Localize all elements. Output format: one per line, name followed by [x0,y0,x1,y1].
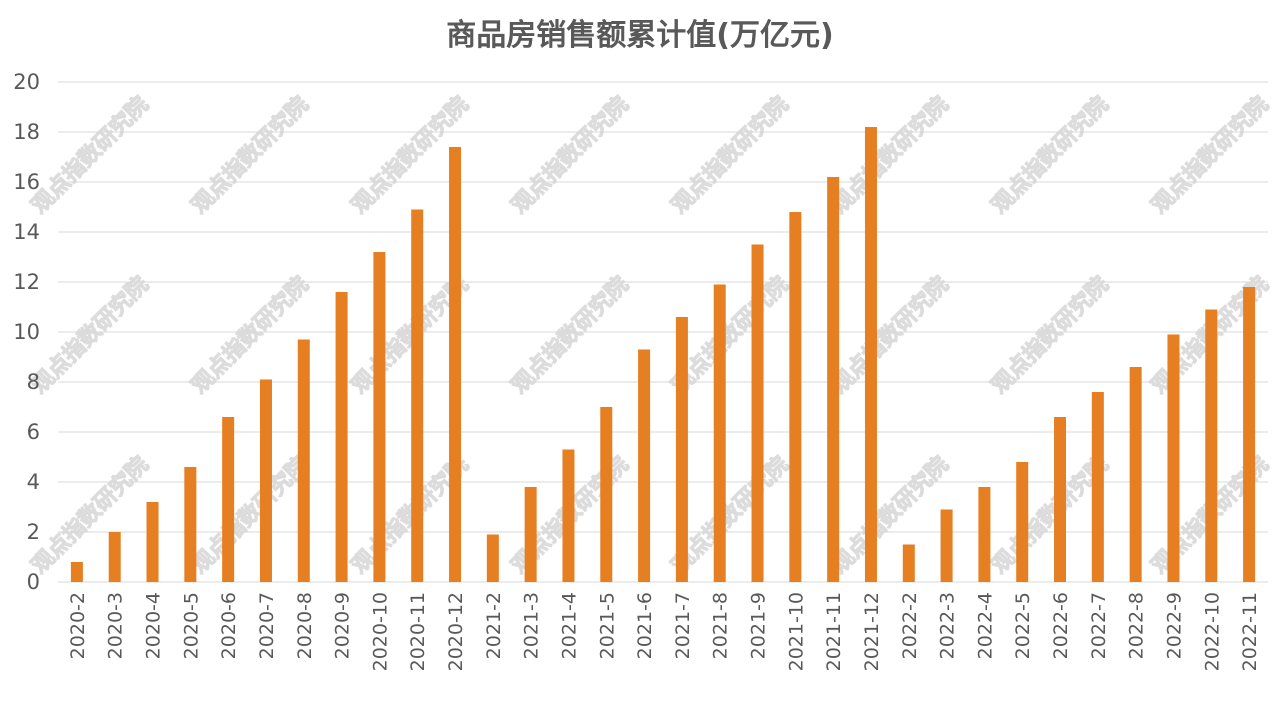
bar-2021-5 [600,407,613,582]
x-tick-label: 2022-6 [1050,592,1072,659]
x-tick-label: 2021-4 [558,592,580,659]
x-tick-label: 2020-7 [256,592,278,659]
x-tick-label: 2022-11 [1239,592,1261,671]
watermark-text: 观点指数研究院 [986,271,1113,398]
bar-2022-3 [940,509,953,582]
x-tick-label: 2021-11 [823,592,845,671]
bars [70,127,1256,582]
bar-2021-12 [864,127,877,582]
watermark-text: 观点指数研究院 [506,271,633,398]
x-tick-label: 2021-7 [672,592,694,659]
gridlines [58,81,1268,583]
bar-2021-7 [675,317,688,582]
x-tick-label: 2022-10 [1201,592,1223,671]
bar-2021-3 [524,487,537,582]
x-tick-label: 2022-8 [1126,592,1148,659]
x-tick-label: 2021-8 [710,592,732,659]
watermark-text: 观点指数研究院 [506,91,633,218]
y-tick-label: 10 [13,320,40,344]
bar-2022-11 [1243,287,1256,582]
bar-2021-2 [486,534,499,582]
bar-2022-7 [1091,392,1104,582]
y-tick-label: 4 [27,470,40,494]
y-axis-ticks: 0 2 4 6 8 10 12 14 16 18 20 [13,70,40,594]
x-tick-label: 2021-10 [785,592,807,671]
bar-2020-2 [70,562,83,582]
bar-2022-5 [1016,462,1029,582]
y-tick-label: 6 [27,420,40,444]
x-tick-label: 2020-11 [407,592,429,671]
x-tick-label: 2020-6 [218,592,240,659]
y-tick-label: 16 [13,170,40,194]
watermark-text: 观点指数研究院 [186,451,313,578]
x-tick-label: 2020-4 [143,592,165,659]
x-tick-label: 2021-6 [634,592,656,659]
x-tick-label: 2020-2 [67,592,89,659]
bar-2021-9 [751,244,764,582]
bar-2021-10 [789,212,802,582]
x-tick-label: 2022-2 [899,592,921,659]
bar-2020-8 [297,339,310,582]
x-tick-label: 2020-8 [294,592,316,659]
bar-2020-10 [373,252,386,582]
bar-2022-9 [1167,334,1180,582]
bar-2020-6 [222,417,235,582]
bar-2022-2 [902,544,915,582]
y-tick-label: 18 [13,120,40,144]
watermark-text: 观点指数研究院 [186,91,313,218]
x-tick-label: 2022-4 [974,592,996,659]
watermark-text: 观点指数研究院 [26,271,153,398]
x-tick-label: 2022-3 [937,592,959,659]
x-tick-label: 2022-5 [1012,592,1034,659]
y-tick-label: 2 [27,520,40,544]
bar-2020-3 [108,532,121,582]
bar-2022-8 [1129,367,1142,582]
x-tick-label: 2020-12 [445,592,467,671]
bar-2020-11 [411,209,424,582]
bar-2020-4 [146,502,159,582]
watermark-text: 观点指数研究院 [26,91,153,218]
watermark-text: 观点指数研究院 [1146,91,1273,218]
bar-2020-12 [449,147,462,582]
bar-2020-9 [335,292,348,582]
bar-2022-10 [1205,309,1218,582]
x-tick-label: 2021-3 [521,592,543,659]
x-axis-ticks: 2020-2 2020-3 2020-4 2020-5 2020-6 2020-7 2020… [67,592,1261,671]
bar-2021-8 [713,284,726,582]
watermark-text: 观点指数研究院 [826,451,953,578]
bar-2020-7 [259,379,272,582]
x-tick-label: 2021-2 [483,592,505,659]
bar-2021-11 [827,177,840,582]
x-tick-label: 2020-5 [180,592,202,659]
x-tick-label: 2020-10 [369,592,391,671]
x-tick-label: 2021-5 [596,592,618,659]
x-tick-label: 2022-9 [1163,592,1185,659]
bar-2022-6 [1054,417,1067,582]
bar-2022-4 [978,487,991,582]
watermark-text: 观点指数研究院 [826,271,953,398]
x-tick-label: 2021-12 [861,592,883,671]
bar-2021-6 [638,349,651,582]
watermark-text: 观点指数研究院 [186,271,313,398]
y-tick-label: 14 [13,220,40,244]
watermark-text: 观点指数研究院 [826,91,953,218]
x-tick-label: 2022-7 [1088,592,1110,659]
x-tick-label: 2020-9 [332,592,354,659]
x-tick-label: 2021-9 [748,592,770,659]
watermark-text: 观点指数研究院 [666,91,793,218]
chart-title: 商品房销售额累计值(万亿元) [446,18,834,53]
y-tick-label: 0 [27,570,40,594]
bar-2020-5 [184,467,197,582]
watermark-text: 观点指数研究院 [986,91,1113,218]
y-tick-label: 8 [27,370,40,394]
watermark-text: 观点指数研究院 [26,451,153,578]
bar-2021-4 [562,449,575,582]
x-tick-label: 2020-3 [105,592,127,659]
y-tick-label: 12 [13,270,40,294]
y-tick-label: 20 [13,70,40,94]
